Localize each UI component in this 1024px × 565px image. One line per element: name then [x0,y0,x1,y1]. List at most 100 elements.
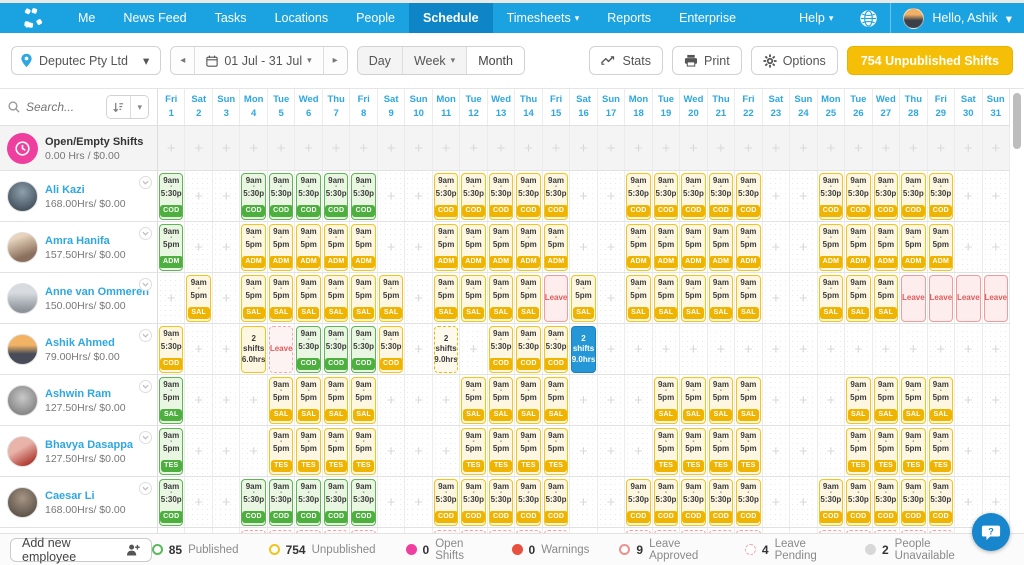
add-shift-button[interactable]: + [194,340,204,358]
globe-icon[interactable] [847,3,890,33]
add-shift-button[interactable]: + [386,187,396,205]
shift-block[interactable]: 9am -5:30p COD [241,478,266,526]
add-shift-button[interactable]: + [991,391,1001,409]
add-shift-button[interactable]: + [826,391,836,409]
add-shift-button[interactable]: + [963,139,973,157]
day-header-27[interactable]: Wed 27 [873,89,901,125]
add-shift-button[interactable]: + [249,391,259,409]
shift-block[interactable]: 9am -5pm SAL [323,376,349,424]
shift-block[interactable]: 9am -5pm ADM [681,223,706,271]
employee-name[interactable]: Ali Kazi [45,183,85,196]
add-shift-button[interactable]: + [799,289,808,307]
shift-block[interactable]: 9am -5:30p COD [461,478,486,526]
shift-block[interactable]: 9am -5:30p COD [736,172,761,220]
add-shift-button[interactable]: + [606,442,616,460]
add-shift-button[interactable]: + [606,340,616,358]
add-shift-button[interactable]: + [689,340,698,358]
shift-block[interactable]: 9am -5pm SAL [488,376,514,424]
add-shift-button[interactable]: + [441,139,451,157]
shift-block[interactable]: 9am -5pm SAL [351,274,376,322]
add-shift-button[interactable]: + [414,238,423,256]
add-shift-button[interactable]: + [386,493,396,511]
shift-block[interactable]: 9am -5:30p COD [268,172,294,220]
nav-people[interactable]: People [356,11,396,25]
leave-approved-block[interactable]: Leave [956,274,981,322]
day-header-28[interactable]: Thu 28 [900,89,928,125]
day-header-9[interactable]: Sat 9 [378,89,406,125]
shift-block[interactable]: 9am -5:30p COD [846,478,871,526]
search-input[interactable] [26,100,98,114]
shift-block[interactable]: 9am -5:30p COD [543,478,569,526]
shift-block[interactable]: 9am -5pm TES [516,427,541,475]
view-month[interactable]: Month [467,47,524,74]
add-shift-button[interactable]: + [304,139,314,157]
vertical-scrollbar[interactable] [1013,93,1021,149]
add-shift-button[interactable]: + [908,340,918,358]
day-header-26[interactable]: Tue 26 [845,89,873,125]
add-shift-button[interactable]: + [716,139,726,157]
shift-block[interactable]: 9am -5pm ADM [323,223,349,271]
shift-block[interactable]: 9am -5:30p COD [708,478,734,526]
shift-block[interactable]: 9am -5pm SAL [378,274,404,322]
add-shift-button[interactable]: + [771,493,781,511]
shift-block[interactable]: 9am -5pm TES [653,427,679,475]
day-header-17[interactable]: Sun 17 [598,89,626,125]
employee-name[interactable]: Amra Hanifa [45,234,110,247]
shift-block[interactable]: 9am -5pm SAL [873,376,899,424]
shift-block[interactable]: 9am -5pm TES [351,427,376,475]
shift-block[interactable]: 9am -5pm ADM [241,223,266,271]
day-header-3[interactable]: Sun 3 [213,89,241,125]
add-shift-button[interactable]: + [606,139,616,157]
add-shift-button[interactable]: + [606,238,616,256]
employee-options-chevron[interactable] [139,278,152,291]
shift-block[interactable]: 9am -5pm ADM [516,223,541,271]
shift-block[interactable]: 9am -5:30p COD [323,172,349,220]
options-button[interactable]: Options [750,46,838,75]
add-shift-button[interactable]: + [963,442,973,460]
shift-block[interactable]: 9am -5:30p COD [928,478,954,526]
shift-block[interactable]: 9am -5:30p COD [901,478,926,526]
shift-block[interactable]: 9am -5pm TES [708,427,734,475]
add-shift-button[interactable]: + [414,187,423,205]
shift-block[interactable]: 9am -5pm SAL [323,274,349,322]
employee-name[interactable]: Ashwin Ram [45,387,112,400]
multi-shift-block[interactable]: 2 shifts 6.0hrs [241,325,266,373]
add-shift-button[interactable]: + [249,442,259,460]
shift-block[interactable]: 9am -5pm ADM [433,223,459,271]
multi-shift-selected-block[interactable]: 2 shifts 9.0hrs [571,325,596,373]
shift-block[interactable]: 9am -5pm TES [488,427,514,475]
shift-block[interactable]: 9am -5:30p COD [296,325,321,373]
add-shift-button[interactable]: + [579,187,588,205]
add-shift-button[interactable]: + [661,340,671,358]
add-shift-button[interactable]: + [799,340,808,358]
day-header-6[interactable]: Wed 6 [295,89,323,125]
add-shift-button[interactable]: + [744,139,753,157]
add-shift-button[interactable]: + [551,139,561,157]
leave-pending-block[interactable]: Leave [268,325,294,373]
shift-block[interactable]: 9am -5:30p COD [296,478,321,526]
add-shift-button[interactable]: + [386,391,396,409]
add-shift-button[interactable]: + [799,493,808,511]
print-button[interactable]: Print [671,46,742,75]
add-shift-button[interactable]: + [221,340,231,358]
day-header-19[interactable]: Tue 19 [653,89,681,125]
add-shift-button[interactable]: + [221,391,231,409]
add-shift-button[interactable]: + [771,442,781,460]
add-shift-button[interactable]: + [744,340,753,358]
shift-block[interactable]: 9am -5pm SAL [488,274,514,322]
add-shift-button[interactable]: + [579,442,588,460]
view-week[interactable]: Week ▾ [402,47,468,74]
add-shift-button[interactable]: + [579,493,588,511]
user-menu[interactable]: Hello, Ashik ▾ [890,3,1024,33]
add-shift-button[interactable]: + [414,391,423,409]
add-shift-button[interactable]: + [853,340,863,358]
day-header-21[interactable]: Thu 21 [708,89,736,125]
add-shift-button[interactable]: + [276,139,286,157]
add-shift-button[interactable]: + [991,340,1001,358]
add-shift-button[interactable]: + [441,391,451,409]
shift-block[interactable]: 9am -5pm TES [736,427,761,475]
shift-block[interactable]: 9am -5pm ADM [653,223,679,271]
day-header-8[interactable]: Fri 8 [350,89,378,125]
add-shift-button[interactable]: + [221,238,231,256]
day-header-7[interactable]: Thu 7 [323,89,351,125]
